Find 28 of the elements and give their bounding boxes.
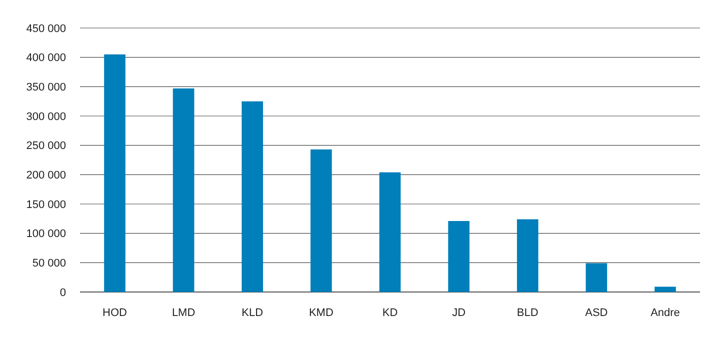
bar — [172, 88, 194, 292]
x-tick-label: KLD — [242, 307, 264, 319]
y-tick-label: 450 000 — [26, 22, 66, 35]
bar — [586, 263, 608, 292]
x-tick-label: BLD — [516, 307, 538, 319]
y-tick-label: 300 000 — [26, 110, 66, 123]
x-tick-label: KMD — [308, 307, 334, 319]
x-tick-label: JD — [452, 307, 466, 319]
y-tick-label: 100 000 — [26, 228, 66, 240]
y-tick-label: 150 000 — [26, 198, 66, 211]
y-tick-label: 400 000 — [26, 52, 66, 64]
x-tick-label: HOD — [102, 307, 128, 319]
x-tick-label: KD — [382, 307, 398, 319]
y-tick-label: 200 000 — [26, 170, 66, 182]
x-tick-label: LMD — [172, 307, 196, 319]
y-tick-label: 50 000 — [32, 258, 66, 270]
y-tick-label: 0 — [60, 286, 66, 299]
bar — [379, 172, 401, 292]
x-tick-label: Andre — [650, 307, 680, 319]
bar — [310, 149, 332, 292]
x-tick-label: ASD — [585, 307, 608, 319]
bar — [104, 54, 126, 292]
bar — [516, 219, 538, 292]
y-tick-label: 250 000 — [26, 140, 66, 152]
y-tick-label: 350 000 — [26, 82, 66, 94]
bar — [654, 286, 676, 292]
bar — [242, 101, 264, 292]
bar — [448, 221, 470, 292]
